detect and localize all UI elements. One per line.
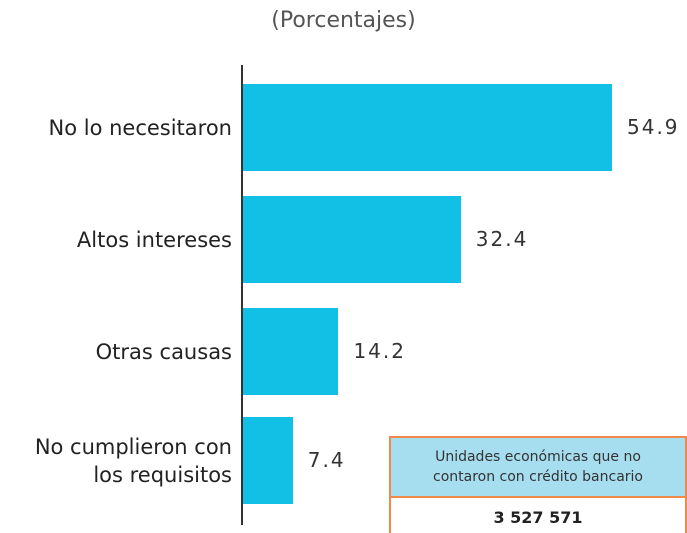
chart-subtitle: (Porcentajes) (271, 8, 416, 33)
bar (243, 417, 293, 504)
value-label: 54.9 (627, 114, 680, 139)
bar (243, 308, 339, 395)
value-label: 32.4 (475, 226, 529, 251)
bar (243, 196, 461, 283)
value-label: 14.2 (353, 338, 406, 363)
annotation-label: Unidades económicas que no contaron con … (391, 438, 685, 498)
category-label: No lo necesitaron (48, 115, 233, 140)
category-label: No cumplieron con los requisitos (34, 434, 232, 487)
annotation-value: 3 527 571 (493, 508, 583, 527)
axis-line (241, 65, 243, 525)
value-label: 7.4 (307, 447, 346, 472)
bar (243, 84, 612, 171)
category-label: Otras causas (95, 339, 232, 364)
annotation-box: Unidades económicas que no contaron con … (389, 436, 687, 533)
category-label: Altos intereses (76, 227, 232, 252)
